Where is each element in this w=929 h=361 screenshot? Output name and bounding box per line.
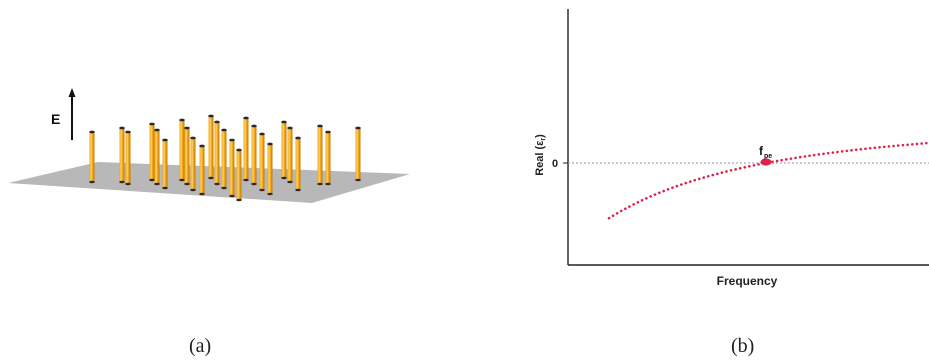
x-axis-label: Frequency: [717, 274, 778, 288]
wire: [259, 132, 265, 192]
caption-a: (a): [189, 335, 212, 357]
wire: [162, 138, 168, 190]
wire: [287, 126, 293, 184]
wire: [125, 130, 131, 186]
wire: [325, 130, 331, 186]
y-axis-label: Real (εr): [534, 134, 547, 176]
wire: [179, 118, 185, 182]
ground-plane: [8, 162, 410, 203]
e-field-label: E: [51, 111, 60, 127]
wire: [214, 120, 220, 186]
wire-array: [89, 114, 361, 202]
zero-tick-label: 0: [552, 158, 558, 170]
caption-b: (b): [731, 335, 755, 357]
wire: [281, 120, 287, 180]
wire: [317, 124, 323, 186]
permittivity-panel: 0 fpe Real (εr) Frequency: [534, 9, 929, 288]
wire: [149, 122, 155, 182]
wire-medium-panel: E: [8, 88, 410, 203]
wire: [295, 136, 301, 192]
e-field-indicator: E: [51, 88, 76, 140]
plasma-frequency-label: fpe: [759, 144, 772, 160]
wire: [229, 138, 235, 198]
wire: [119, 126, 125, 184]
plasma-frequency-marker: [760, 158, 772, 166]
wire: [221, 128, 227, 190]
wire: [199, 144, 205, 196]
wire: [184, 126, 190, 186]
e-field-arrow-head: [68, 88, 76, 97]
wire: [236, 148, 242, 202]
wire: [243, 116, 249, 182]
wire: [267, 142, 273, 196]
wire: [190, 136, 196, 192]
wire: [355, 126, 361, 182]
wire: [154, 128, 160, 186]
wire: [208, 114, 214, 180]
wire: [251, 124, 257, 186]
wire: [89, 130, 95, 184]
